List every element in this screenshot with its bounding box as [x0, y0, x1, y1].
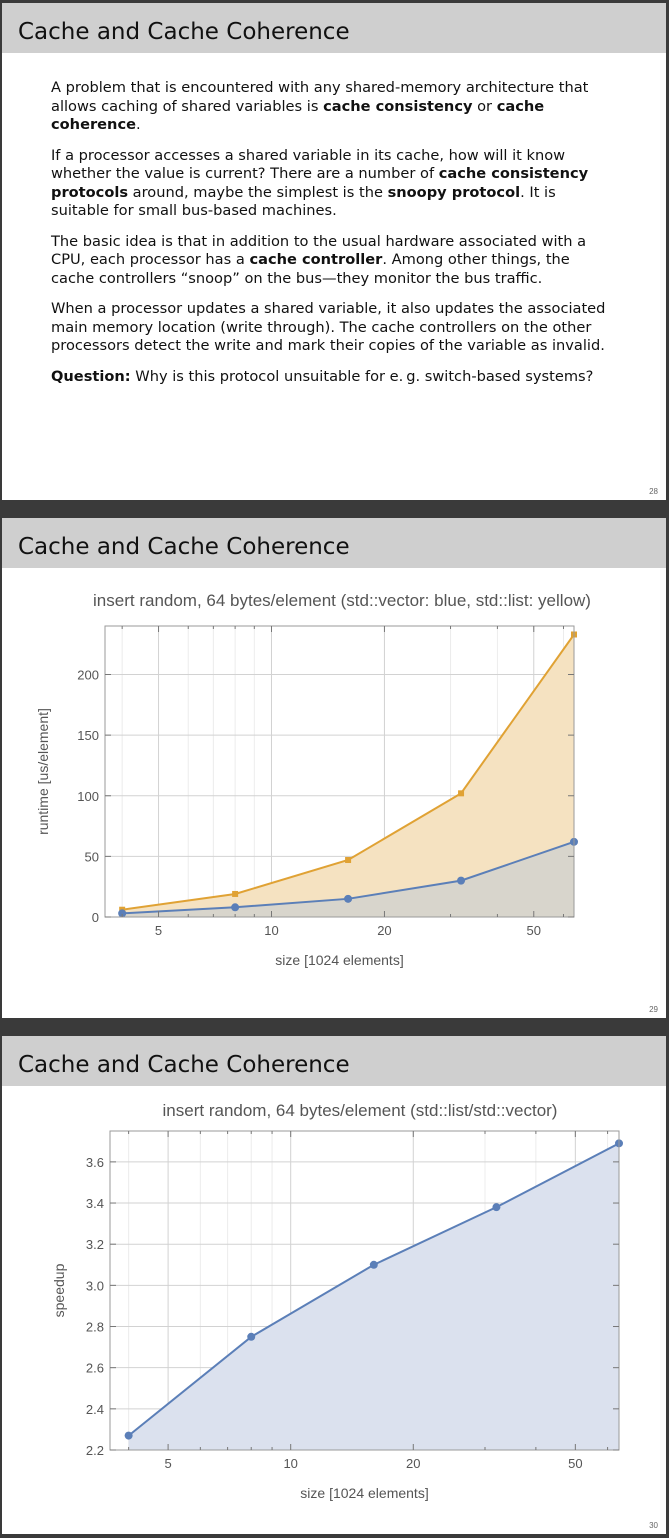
- plot-frame: [104, 625, 575, 918]
- slide-header: Cache and Cache Coherence: [2, 3, 666, 53]
- runtime-chart: insert random, 64 bytes/element (std::ve…: [35, 591, 591, 968]
- text-run: . It is suitable for small bus-based mac…: [51, 183, 556, 220]
- slide-29: Cache and Cache Coherence insert random,…: [2, 518, 666, 1018]
- plot-frame: [109, 1130, 620, 1451]
- data-point: [458, 790, 465, 797]
- paragraph: The basic idea is that in addition to th…: [51, 233, 616, 289]
- text-run: When a processor updates a shared variab…: [51, 300, 606, 354]
- text-run: .: [136, 116, 141, 133]
- slide-header: Cache and Cache Coherence: [2, 1036, 666, 1086]
- y-tick-label: 2.8: [86, 1320, 104, 1335]
- series-area-1: [122, 841, 574, 917]
- bold-term: cache coherence: [51, 97, 545, 134]
- slide-header: Cache and Cache Coherence: [2, 518, 666, 568]
- x-tick-label: 50: [527, 923, 541, 938]
- data-point: [118, 909, 127, 918]
- paragraph: If a processor accesses a shared variabl…: [51, 147, 616, 221]
- bold-term: snoopy protocol: [387, 183, 521, 201]
- text-run: around, maybe the simplest is the: [128, 183, 388, 201]
- slide-number: 29: [649, 1005, 658, 1014]
- y-tick-label: 2.2: [86, 1443, 104, 1458]
- chart-title: insert random, 64 bytes/element (std::ve…: [93, 591, 591, 610]
- x-axis-label: size [1024 elements]: [300, 1485, 428, 1501]
- slide-number: 30: [649, 1521, 658, 1530]
- data-point: [232, 890, 239, 897]
- data-point: [231, 903, 240, 912]
- y-tick-label: 2.4: [86, 1402, 104, 1417]
- series-area-0: [128, 1143, 619, 1450]
- slide-28: Cache and Cache Coherence A problem that…: [2, 3, 666, 500]
- x-tick-label: 5: [155, 923, 162, 938]
- y-axis-label: runtime [us/element]: [35, 708, 51, 835]
- y-tick-label: 2.6: [86, 1361, 104, 1376]
- slide-30: Cache and Cache Coherence insert random,…: [2, 1036, 666, 1534]
- bold-term: cache consistency: [323, 97, 473, 115]
- text-run: Why is this protocol unsuitable for e. g…: [130, 367, 594, 385]
- y-tick-label: 150: [77, 728, 99, 743]
- speedup-chart: insert random, 64 bytes/element (std::li…: [51, 1101, 623, 1501]
- data-point: [247, 1332, 256, 1341]
- y-tick-label: 3.6: [86, 1155, 104, 1170]
- slide-title: Cache and Cache Coherence: [18, 534, 350, 560]
- bold-term: cache consistency protocols: [51, 165, 589, 201]
- data-point: [457, 876, 466, 885]
- data-point: [369, 1260, 378, 1269]
- y-tick-label: 50: [85, 849, 99, 864]
- y-tick-label: 3.2: [86, 1237, 104, 1252]
- x-tick-label: 50: [568, 1456, 582, 1471]
- x-tick-label: 5: [164, 1456, 171, 1471]
- text-run: . Among other things, the cache controll…: [51, 251, 570, 287]
- data-point: [124, 1431, 133, 1440]
- chart-title: insert random, 64 bytes/element (std::li…: [163, 1101, 558, 1120]
- bold-term: Question:: [51, 367, 131, 385]
- data-point: [344, 894, 353, 903]
- slide-title: Cache and Cache Coherence: [18, 19, 350, 45]
- bold-term: cache controller: [249, 251, 383, 268]
- y-tick-label: 3.4: [86, 1196, 104, 1211]
- slide-number: 28: [649, 487, 658, 496]
- paragraph: A problem that is encountered with any s…: [51, 79, 616, 135]
- y-axis-label: speedup: [51, 1263, 67, 1317]
- series-area-0: [122, 634, 574, 917]
- text-run: or: [472, 97, 497, 115]
- slide-title: Cache and Cache Coherence: [18, 1052, 350, 1078]
- paragraph: Question: Why is this protocol unsuitabl…: [51, 368, 616, 387]
- data-point: [492, 1203, 501, 1212]
- y-tick-label: 200: [77, 668, 99, 683]
- x-tick-label: 10: [264, 923, 278, 938]
- y-tick-label: 100: [77, 789, 99, 804]
- paragraph: When a processor updates a shared variab…: [51, 300, 616, 356]
- y-tick-label: 0: [92, 910, 99, 925]
- x-tick-label: 20: [377, 923, 391, 938]
- x-tick-label: 10: [283, 1456, 297, 1471]
- text-run: The basic idea is that in addition to th…: [51, 232, 587, 269]
- x-tick-label: 20: [406, 1456, 420, 1471]
- text-run: If a processor accesses a shared variabl…: [51, 146, 566, 183]
- y-tick-label: 3.0: [86, 1278, 104, 1293]
- slide-body-text: A problem that is encountered with any s…: [51, 79, 616, 398]
- text-run: A problem that is encountered with any s…: [51, 79, 589, 115]
- data-point: [345, 857, 352, 864]
- x-axis-label: size [1024 elements]: [275, 952, 403, 968]
